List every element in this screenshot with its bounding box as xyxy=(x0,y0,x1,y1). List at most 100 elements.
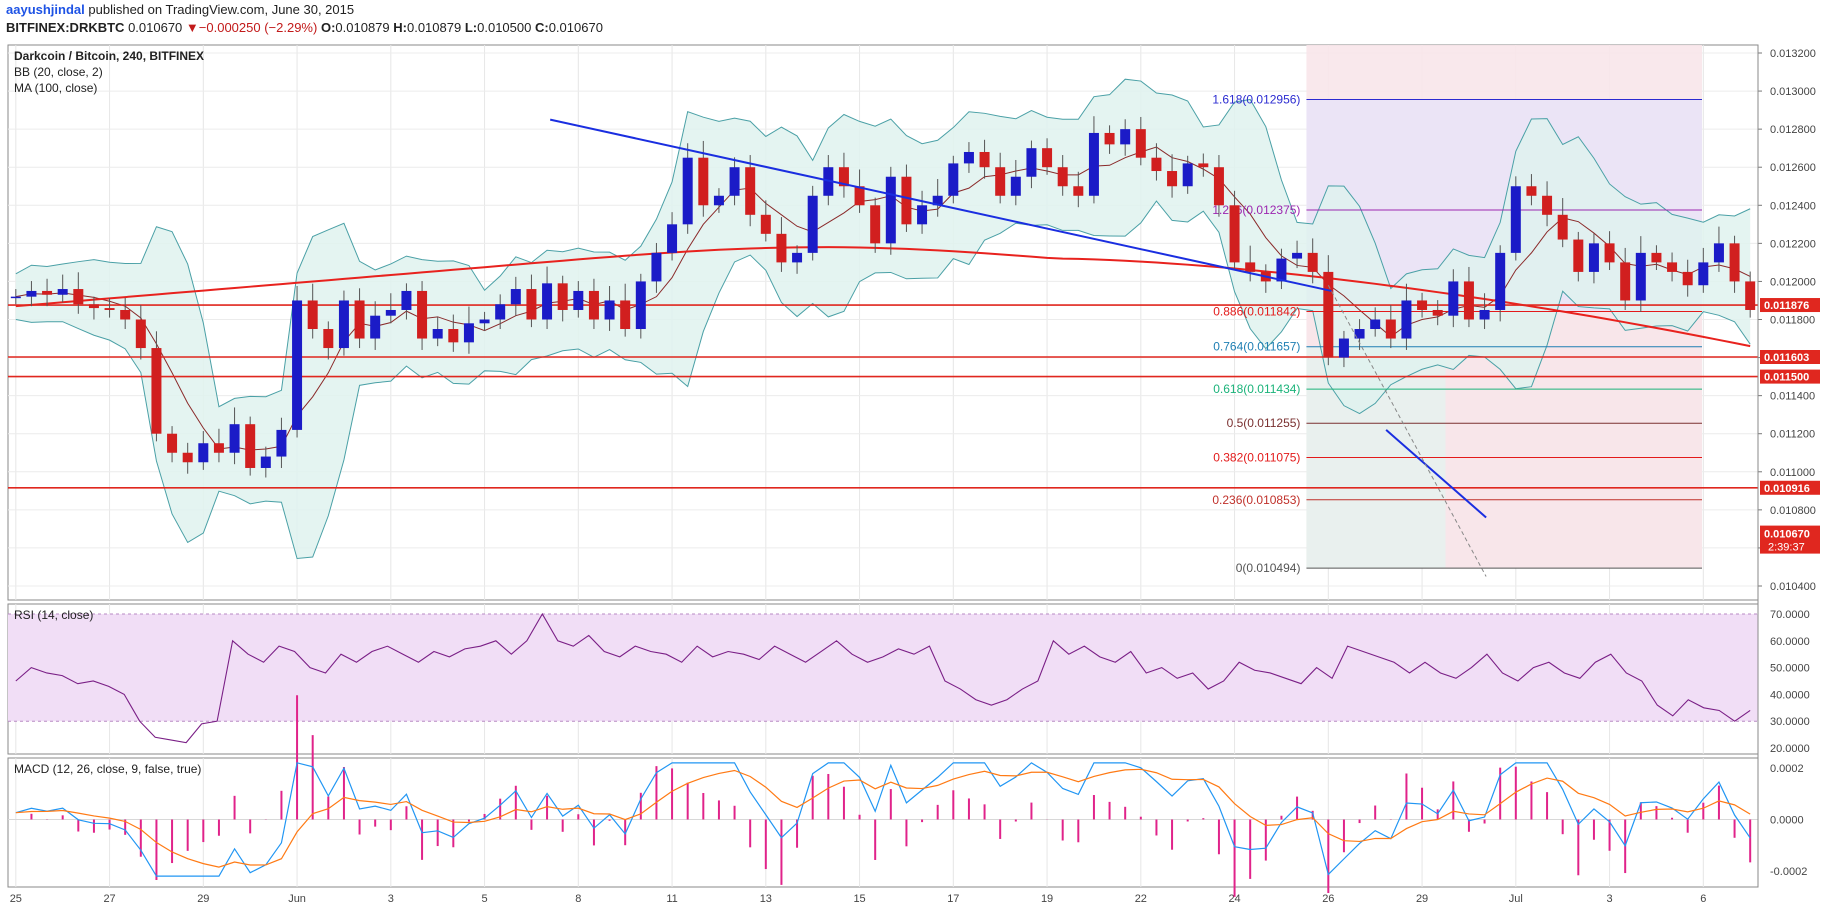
bollinger-upper xyxy=(15,78,1751,408)
fib-level-label: 1.236(0.012375) xyxy=(1212,203,1300,217)
candle-down xyxy=(979,151,990,168)
x-tick-label: 26 xyxy=(1322,893,1334,905)
candle-up xyxy=(1338,338,1349,358)
candle-up xyxy=(229,424,240,453)
candle-up xyxy=(1292,252,1303,259)
candle-down xyxy=(1432,309,1443,316)
candle-up xyxy=(1182,163,1193,187)
x-tick-label: 11 xyxy=(666,893,677,905)
rsi-tick-label: 40.0000 xyxy=(1770,689,1810,701)
fib-level-label: 0.5(0.011255) xyxy=(1227,416,1301,430)
candle-up xyxy=(885,176,896,244)
price-tag: 0.010916 xyxy=(1760,480,1820,495)
low-label: L: xyxy=(464,20,478,35)
trendline-short xyxy=(1385,429,1487,519)
y-tick-label: 0.013200 xyxy=(1770,48,1816,60)
rsi-tick-label: 20.0000 xyxy=(1770,743,1810,755)
y-tick-label: 0.012800 xyxy=(1770,124,1816,136)
candle-up xyxy=(292,300,303,430)
publish-line: aayushjindal published on TradingView.co… xyxy=(6,3,354,17)
candle-down xyxy=(135,319,146,349)
price-tag-bg xyxy=(1760,480,1820,495)
macd-tick-label: 0.0000 xyxy=(1770,815,1804,827)
candle-up xyxy=(1088,132,1099,196)
candle-up xyxy=(963,151,974,164)
candle-up xyxy=(385,309,396,316)
candle-up xyxy=(510,289,521,305)
candle-up xyxy=(729,167,740,196)
candle-up xyxy=(1010,176,1021,196)
candle-down xyxy=(88,304,99,309)
y-tick-label: 0.011400 xyxy=(1770,391,1815,403)
price-tag-bg xyxy=(1760,350,1820,365)
candle-up xyxy=(276,429,287,457)
candle-up xyxy=(1495,252,1506,310)
candle-up xyxy=(807,195,818,253)
trendline-main xyxy=(549,118,1332,292)
price-tag: 0.011876 xyxy=(1760,298,1820,313)
candle-down xyxy=(1057,167,1068,187)
x-tick-label: 17 xyxy=(947,893,959,905)
x-tick-label: Jul xyxy=(1509,893,1523,905)
close-label: C: xyxy=(534,20,549,35)
candle-down xyxy=(1667,262,1678,272)
candle-up xyxy=(495,304,506,320)
candle-up xyxy=(1354,329,1365,339)
candle-down xyxy=(213,443,224,453)
price-tag-label: 0.011876 xyxy=(1764,300,1809,312)
candle-down xyxy=(698,157,709,206)
rsi-title: RSI (14, close) xyxy=(14,608,93,622)
candle-down xyxy=(1573,239,1584,272)
fib-level-label: 0.236(0.010853) xyxy=(1212,493,1300,507)
candle-down xyxy=(73,289,84,305)
candle-up xyxy=(604,300,615,320)
fib-level-label: 0.618(0.011434) xyxy=(1213,382,1300,396)
candle-down xyxy=(323,329,334,349)
chart-header: aayushjindal published on TradingView.co… xyxy=(0,0,1824,42)
author-link[interactable]: aayushjindal xyxy=(6,2,85,17)
price-tag-bg xyxy=(1760,298,1820,313)
macd-tick-label: -0.0002 xyxy=(1770,866,1807,878)
signal-line xyxy=(15,768,1751,868)
candle-down xyxy=(42,290,53,295)
low-value: 0.010500 xyxy=(477,20,532,35)
candle-down xyxy=(104,308,115,310)
price-tag: 0.011500 xyxy=(1760,369,1820,384)
publish-info: published on TradingView.com, June 30, 2… xyxy=(88,2,355,17)
rsi-tick-label: 50.0000 xyxy=(1770,663,1810,675)
candle-up xyxy=(667,224,678,253)
rsi-line xyxy=(15,612,1751,744)
rsi-tick-label: 70.0000 xyxy=(1770,609,1810,621)
symbol-label: BITFINEX:DRKBTC xyxy=(6,20,125,35)
candle-up xyxy=(1026,148,1037,177)
x-tick-label: 15 xyxy=(853,893,865,905)
bollinger-basis xyxy=(15,146,1751,451)
x-tick-label: 29 xyxy=(1416,893,1428,905)
x-tick-label: 6 xyxy=(1700,893,1706,905)
bollinger-lower xyxy=(15,200,1751,560)
candle-down xyxy=(1417,300,1428,310)
candle-down xyxy=(1198,163,1209,168)
rsi-tick-label: 60.0000 xyxy=(1770,636,1810,648)
y-tick-label: 0.011800 xyxy=(1770,315,1815,327)
candle-down xyxy=(1620,262,1631,301)
x-tick-label: 5 xyxy=(482,893,488,905)
candle-down xyxy=(995,167,1006,196)
candle-down xyxy=(1135,129,1146,158)
candle-down xyxy=(182,452,193,463)
open-label: O: xyxy=(320,20,336,35)
fib-level-label: 0(0.010494) xyxy=(1236,561,1301,575)
candle-up xyxy=(1510,186,1521,253)
x-tick-label: Jun xyxy=(288,893,306,905)
candle-up xyxy=(198,443,209,463)
candle-down xyxy=(901,176,912,225)
chart-title: Darkcoin / Bitcoin, 240, BITFINEX xyxy=(14,49,204,63)
candle-down xyxy=(838,167,849,187)
candle-up xyxy=(932,195,943,206)
trading-chart[interactable]: 25 27 29 Jun 3 5 8 11 13 15 17 19 22 24 26 29 Jul 3 6 0.013… xyxy=(0,42,1824,907)
x-tick-label: 19 xyxy=(1041,893,1053,905)
x-tick-label: 22 xyxy=(1135,893,1147,905)
x-tick-label: 25 xyxy=(10,893,22,905)
candle-up xyxy=(1448,281,1459,316)
macd-tick-label: 0.0002 xyxy=(1770,763,1804,775)
